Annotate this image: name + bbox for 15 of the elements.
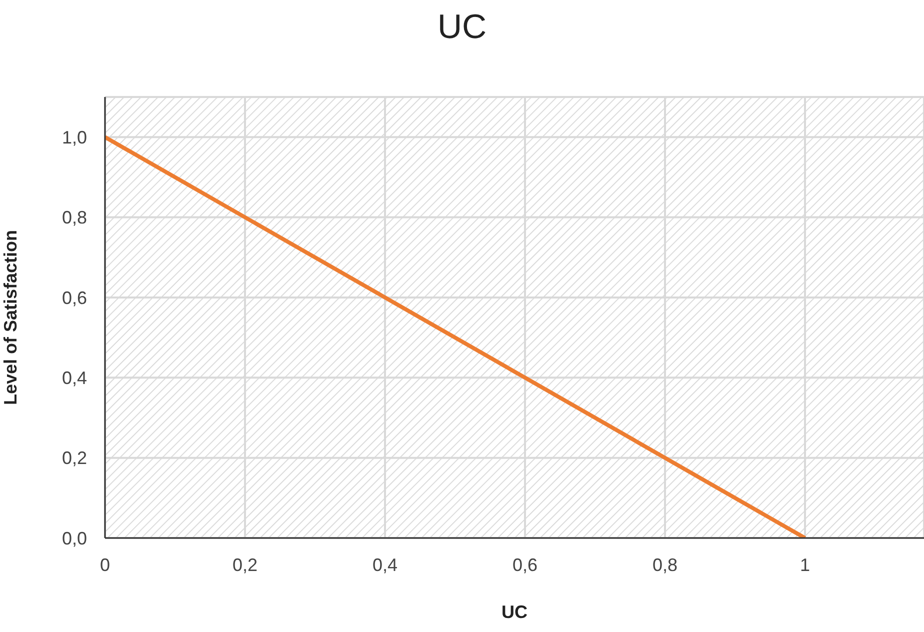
y-tick-label: 0,2	[62, 448, 87, 468]
y-tick-label: 0,6	[62, 288, 87, 308]
y-axis-title: Level of Satisfaction	[0, 230, 20, 406]
x-tick-label: 0,2	[232, 554, 258, 575]
x-tick-label: 1	[800, 554, 810, 575]
y-tick-label: 1,0	[62, 127, 87, 148]
y-tick-label: 0,8	[62, 208, 87, 228]
x-tick-label: 0	[100, 554, 110, 575]
x-axis-title: UC	[502, 602, 528, 622]
x-tick-label: 0,8	[652, 554, 678, 575]
y-tick-label: 0,4	[62, 368, 87, 388]
chart-title: UC	[436, 8, 488, 47]
x-tick-label: 0,4	[372, 554, 398, 575]
y-tick-label: 0,0	[62, 528, 87, 548]
x-tick-label: 0,6	[512, 554, 538, 575]
